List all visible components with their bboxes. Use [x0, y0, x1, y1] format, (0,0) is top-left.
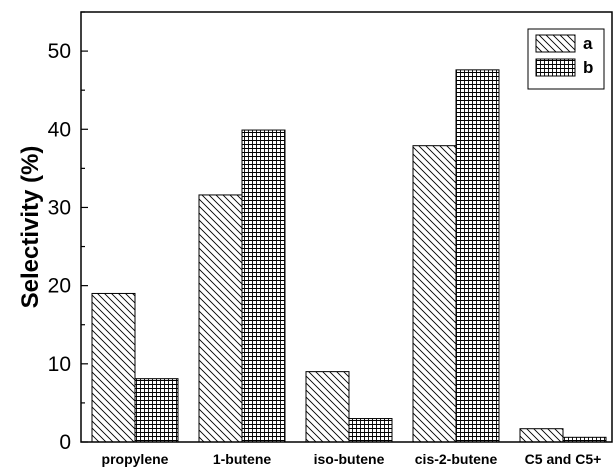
y-tick-label: 30: [48, 196, 71, 219]
x-category-label: 1-butene: [213, 451, 272, 467]
y-tick-label: 10: [48, 353, 71, 376]
y-axis-title: Selectivity (%): [17, 146, 44, 309]
bar-a-2: [305, 371, 350, 443]
y-tick-label: 0: [59, 431, 71, 454]
legend-label-b: b: [583, 58, 593, 77]
bar-b-1: [241, 129, 286, 443]
x-axis-labels: propylene 1-butene iso-butene cis-2-butene C…: [102, 451, 602, 467]
bar-b-2: [348, 418, 393, 443]
bars-layer: [91, 69, 607, 443]
legend: ab: [527, 28, 605, 90]
legend-label-a: a: [583, 34, 593, 53]
x-category-label: propylene: [102, 451, 169, 467]
x-category-label: C5 and C5+: [525, 451, 602, 467]
bar-a-3: [412, 145, 457, 443]
y-tick-label: 20: [48, 275, 71, 298]
bar-b-0: [134, 378, 179, 443]
bar-a-1: [198, 194, 243, 443]
y-axis: 0 10 20 30 40 50: [48, 11, 88, 454]
y-tick-label: 40: [48, 118, 71, 141]
x-category-label: iso-butene: [314, 451, 385, 467]
bar-b-3: [455, 69, 500, 443]
legend-swatch-b: [535, 58, 576, 77]
legend-swatch-a: [535, 34, 576, 53]
bar-a-4: [519, 428, 564, 443]
bar-a-0: [91, 292, 136, 443]
x-category-label: cis-2-butene: [415, 451, 498, 467]
y-tick-label: 50: [48, 40, 71, 63]
plot-frame: [80, 11, 613, 443]
